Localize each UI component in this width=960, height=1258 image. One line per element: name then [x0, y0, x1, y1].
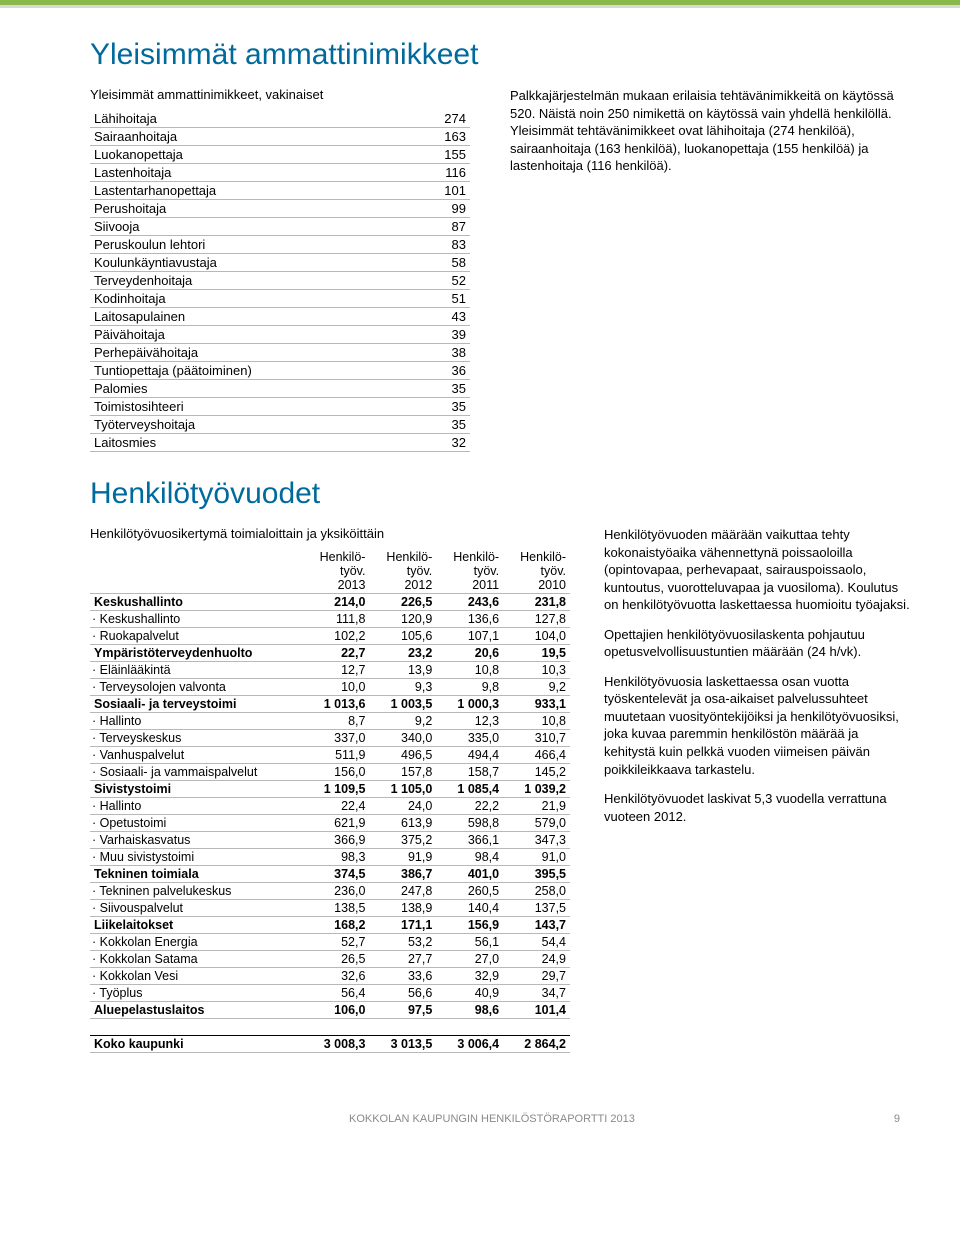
table-row: Ympäristöterveydenhuolto22,723,220,619,5: [90, 645, 570, 662]
table-row: Luokanopettaja155: [90, 146, 470, 164]
section1-subtitle: Yleisimmät ammattinimikkeet, vakinaiset: [90, 87, 470, 102]
section2-para-4: Henkilötyövuodet laskivat 5,3 vuodella v…: [604, 790, 910, 825]
table-row: · Sosiaali- ja vammaispalvelut156,0157,8…: [90, 764, 570, 781]
table-row: Liikelaitokset168,2171,1156,9143,7: [90, 917, 570, 934]
section2-para-3: Henkilötyövuosia laskettaessa osan vuott…: [604, 673, 910, 778]
section2-para-2: Opettajien henkilötyövuosilaskenta pohja…: [604, 626, 910, 661]
table-row: Tekninen toimiala374,5386,7401,0395,5: [90, 866, 570, 883]
table-row: Lastentarhanopettaja101: [90, 182, 470, 200]
table-row: Lähihoitaja274: [90, 110, 470, 128]
table-row: Perhepäivähoitaja38: [90, 344, 470, 362]
table-row: · Muu sivistystoimi98,391,998,491,0: [90, 849, 570, 866]
table-row: Perushoitaja99: [90, 200, 470, 218]
table-row: Sairaanhoitaja163: [90, 128, 470, 146]
table-row: · Keskushallinto111,8120,9136,6127,8: [90, 611, 570, 628]
table-row: Laitosmies32: [90, 434, 470, 452]
section2-subtitle: Henkilötyövuosikertymä toimialoittain ja…: [90, 526, 570, 541]
table-row: Kodinhoitaja51: [90, 290, 470, 308]
table-row: Peruskoulun lehtori83: [90, 236, 470, 254]
col-h1: Henkilö-: [320, 550, 366, 564]
table-total-row: Koko kaupunki3 008,33 013,53 006,42 864,…: [90, 1036, 570, 1053]
table-row: Aluepelastuslaitos106,097,598,6101,4: [90, 1002, 570, 1019]
section2-title: Henkilötyövuodet: [90, 477, 910, 511]
table-row: · Terveysolojen valvonta10,09,39,89,2: [90, 679, 570, 696]
jobs-table: Lähihoitaja274Sairaanhoitaja163Luokanope…: [90, 110, 470, 452]
table-row: Toimistosihteeri35: [90, 398, 470, 416]
table-row: · Hallinto8,79,212,310,8: [90, 713, 570, 730]
top-accent-bar: [0, 0, 960, 8]
table-row: · Varhaiskasvatus366,9375,2366,1347,3: [90, 832, 570, 849]
table-row: Päivähoitaja39: [90, 326, 470, 344]
footer-text: KOKKOLAN KAUPUNGIN HENKILÖSTÖRAPORTTI 20…: [349, 1113, 635, 1125]
table-row: Terveydenhoitaja52: [90, 272, 470, 290]
table-row: · Eläinlääkintä12,713,910,810,3: [90, 662, 570, 679]
table-row: Työterveyshoitaja35: [90, 416, 470, 434]
table-row: · Kokkolan Satama26,527,727,024,9: [90, 951, 570, 968]
table-row: Tuntiopettaja (päätoiminen)36: [90, 362, 470, 380]
table-row: · Kokkolan Energia52,753,256,154,4: [90, 934, 570, 951]
table-row: Lastenhoitaja116: [90, 164, 470, 182]
table-row: · Terveyskeskus337,0340,0335,0310,7: [90, 730, 570, 747]
section1-title: Yleisimmät ammattinimikkeet: [90, 38, 910, 72]
table-row: · Hallinto22,424,022,221,9: [90, 798, 570, 815]
page-footer: KOKKOLAN KAUPUNGIN HENKILÖSTÖRAPORTTI 20…: [90, 1113, 910, 1125]
table-row: Keskushallinto214,0226,5243,6231,8: [90, 594, 570, 611]
table-row: · Kokkolan Vesi32,633,632,929,7: [90, 968, 570, 985]
table-row: · Siivouspalvelut138,5138,9140,4137,5: [90, 900, 570, 917]
table-row: · Vanhuspalvelut511,9496,5494,4466,4: [90, 747, 570, 764]
table-row: Siivooja87: [90, 218, 470, 236]
table-row: Laitosapulainen43: [90, 308, 470, 326]
page-number: 9: [894, 1113, 900, 1125]
table-row: · Ruokapalvelut102,2105,6107,1104,0: [90, 628, 570, 645]
table-row: Palomies35: [90, 380, 470, 398]
table-row: · Työplus56,456,640,934,7: [90, 985, 570, 1002]
section1-paragraph: Palkkajärjestelmän mukaan erilaisia teht…: [510, 87, 910, 175]
table-row: Sivistystoimi1 109,51 105,01 085,41 039,…: [90, 781, 570, 798]
section2-para-1: Henkilötyövuoden määrään vaikuttaa tehty…: [604, 526, 910, 614]
table-row: Sosiaali- ja terveystoimi1 013,61 003,51…: [90, 696, 570, 713]
table-row: · Tekninen palvelukeskus236,0247,8260,52…: [90, 883, 570, 900]
table-row: · Opetustoimi621,9613,9598,8579,0: [90, 815, 570, 832]
table-row: Koulunkäyntiavustaja58: [90, 254, 470, 272]
person-years-table: Henkilö-työv.2013 Henkilö-työv.2012 Henk…: [90, 549, 570, 1053]
